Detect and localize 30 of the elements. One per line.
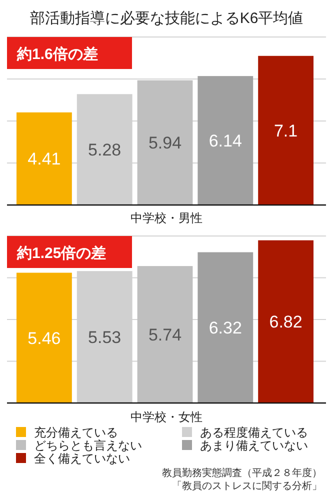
data-label: 7.1 (274, 121, 298, 140)
data-label: 5.53 (88, 328, 122, 348)
bar (16, 112, 72, 205)
data-label: 5.74 (148, 326, 182, 345)
annotation: 約1.6倍の差 (16, 46, 98, 63)
text: 「教員のストレスに関する分析」 (172, 480, 322, 492)
text: 教員勤務実態調査（平成２８年度） (162, 467, 322, 479)
data-label: 6.14 (208, 132, 242, 151)
data-label: 4.41 (28, 150, 61, 169)
data-label: 5.94 (148, 134, 182, 153)
annotation: 約1.25倍の差 (16, 245, 106, 262)
bar (198, 252, 254, 403)
bar (258, 56, 314, 205)
data-label: 6.32 (208, 318, 242, 338)
legend-label: 全く備えていない (34, 452, 130, 466)
legend-label: どちらとも言えない (34, 438, 142, 452)
chart-title: 部活動指導に必要な技能によるK6平均値 (30, 10, 304, 27)
bar (137, 80, 193, 205)
legend-label: 充分備えている (34, 426, 118, 440)
data-label: 5.46 (28, 328, 61, 348)
legend-label: あまり備えていない (200, 438, 308, 452)
data-label: 5.28 (88, 140, 122, 160)
legend-label: ある程度備えている (200, 426, 308, 440)
bar (16, 272, 72, 403)
bar (198, 76, 254, 205)
data-label: 6.82 (269, 312, 302, 332)
x-axis-title: 中学校・女性 (130, 410, 202, 424)
bar (258, 240, 314, 403)
x-axis-title: 中学校・男性 (130, 211, 202, 225)
bar (137, 266, 193, 403)
